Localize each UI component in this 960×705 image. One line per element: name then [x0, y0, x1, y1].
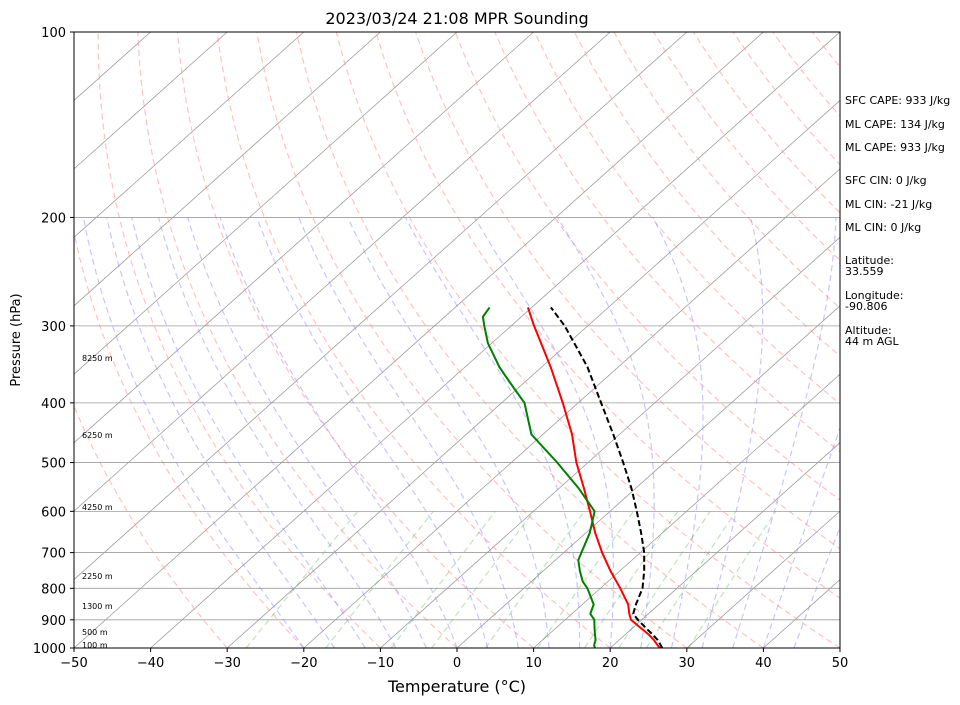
isotherm-line: [74, 32, 688, 581]
isotherm-line: [74, 32, 381, 307]
isotherm-line: [74, 32, 305, 238]
dry-adiabat: [494, 32, 840, 453]
annotation-text: ML CIN: 0 J/kg: [845, 221, 921, 234]
dry-adiabat: [613, 32, 840, 310]
dry-adiabat: [454, 32, 840, 501]
x-tick-label: 20: [602, 656, 619, 671]
moist-adiabat: [131, 217, 366, 648]
dry-adiabat: [335, 32, 840, 648]
annotation-panel: SFC CAPE: 933 J/kg ML CAPE: 134 J/kg ML CA…: [845, 94, 950, 348]
height-label: 1300 m: [82, 602, 113, 611]
plot-area: [74, 32, 840, 648]
isotherm-line: [150, 32, 840, 648]
annotation-text: ML CAPE: 933 J/kg: [845, 141, 945, 154]
height-label: 6250 m: [82, 431, 113, 440]
y-tick-label: 400: [41, 397, 66, 412]
mixing-ratio-line: [245, 510, 359, 648]
x-tick-label: −30: [213, 656, 240, 671]
chart-title: 2023/03/24 21:08 MPR Sounding: [325, 9, 588, 28]
x-tick-label: 50: [832, 656, 849, 671]
dry-adiabat: [573, 32, 840, 357]
isotherm-line: [74, 32, 534, 444]
parcel-path: [550, 306, 664, 648]
x-tick-label: −50: [60, 656, 87, 671]
isotherm-line: [74, 32, 228, 170]
moist-adiabat: [793, 525, 840, 648]
isotherm-line: [74, 32, 458, 375]
annotation-text: ML CIN: -21 J/kg: [845, 198, 932, 211]
temperature-profile: [526, 307, 661, 648]
height-label: 500 m: [82, 628, 108, 637]
annotation-text: Longitude:: [845, 289, 903, 302]
dry-adiabat: [256, 32, 688, 648]
y-tick-label: 100: [41, 26, 66, 41]
annotation-text: ML CAPE: 134 J/kg: [845, 118, 945, 131]
y-tick-label: 800: [41, 582, 66, 597]
x-tick-label: −40: [137, 656, 164, 671]
isotherm-line: [74, 32, 764, 648]
dry-adiabat: [216, 32, 611, 648]
dry-adiabat: [375, 32, 840, 599]
moist-adiabat: [404, 217, 581, 648]
x-tick-label: −20: [290, 656, 317, 671]
moist-adiabat: [474, 217, 615, 648]
annotation-text: 33.559: [845, 265, 884, 278]
height-label: 4250 m: [82, 503, 113, 512]
isotherm-line: [74, 32, 611, 512]
annotation-text: Altitude:: [845, 324, 892, 337]
annotation-text: -90.806: [845, 300, 887, 313]
dry-adiabat: [415, 32, 840, 550]
annotation-text: 44 m AGL: [845, 335, 900, 348]
isotherm-line: [303, 168, 840, 648]
height-labels: 100 m 500 m 1300 m 2250 m 4250 m 6250 m 8250 m: [82, 354, 113, 650]
x-tick-label: 30: [679, 656, 696, 671]
x-tick-label: 10: [525, 656, 542, 671]
height-label: 2250 m: [82, 572, 113, 581]
isotherm-line: [380, 236, 840, 648]
isotherm-line: [686, 510, 840, 648]
dry-adiabat: [295, 32, 764, 648]
isotherm-line: [533, 373, 840, 648]
dewpoint-profile: [481, 306, 597, 648]
x-tick-label: −10: [367, 656, 394, 671]
isobar-gridlines: [74, 32, 840, 648]
y-tick-label: 200: [41, 211, 66, 226]
y-axis: 100 200 300 400 500 600 700 800 900 1000: [33, 26, 74, 657]
x-axis: −50 −40 −30 −20 −10 0 10 20 30 40 50: [60, 648, 848, 671]
height-label: 8250 m: [82, 354, 113, 363]
annotation-text: SFC CIN: 0 J/kg: [845, 174, 927, 187]
y-tick-label: 300: [41, 320, 66, 335]
y-axis-label: Pressure (hPa): [9, 293, 24, 386]
annotation-text: Latitude:: [845, 254, 894, 267]
height-label: 100 m: [82, 641, 108, 650]
dry-adiabat: [534, 32, 840, 405]
dry-adiabat: [137, 32, 458, 648]
annotation-text: SFC CAPE: 933 J/kg: [845, 94, 950, 107]
dry-adiabat: [97, 32, 381, 648]
y-tick-label: 600: [41, 505, 66, 520]
x-tick-label: 0: [453, 656, 461, 671]
y-tick-label: 500: [41, 457, 66, 472]
isotherm-line: [456, 305, 840, 648]
y-tick-label: 700: [41, 547, 66, 562]
isotherm-line: [609, 442, 840, 648]
y-tick-label: 900: [41, 614, 66, 629]
x-tick-label: 40: [755, 656, 772, 671]
dry-adiabat: [74, 229, 305, 648]
y-tick-label: 1000: [33, 642, 66, 657]
x-axis-label: Temperature (°C): [387, 677, 526, 696]
sounding-series: [481, 306, 664, 648]
